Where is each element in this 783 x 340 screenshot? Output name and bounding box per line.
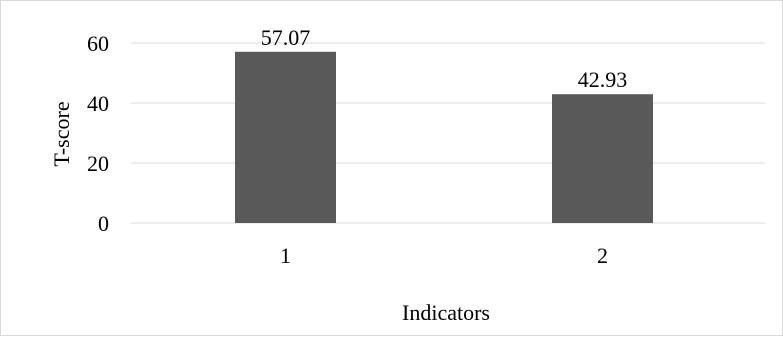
y-axis-tick-labels: 0 20 40 60: [87, 31, 109, 236]
bar: [235, 51, 336, 223]
x-tick-label: 1: [280, 243, 291, 268]
y-axis-title: T-score: [49, 101, 74, 166]
x-tick-label: 2: [597, 243, 608, 268]
bars: [235, 51, 653, 224]
y-tick-label: 0: [98, 211, 109, 236]
data-labels: 57.07 42.93: [261, 25, 628, 92]
data-label: 57.07: [261, 25, 311, 50]
data-label: 42.93: [578, 67, 628, 92]
y-tick-label: 40: [87, 91, 109, 116]
bar: [552, 94, 653, 224]
gridlines: [131, 42, 765, 224]
y-tick-label: 60: [87, 31, 109, 56]
x-axis-title: Indicators: [402, 300, 490, 325]
y-tick-label: 20: [87, 151, 109, 176]
